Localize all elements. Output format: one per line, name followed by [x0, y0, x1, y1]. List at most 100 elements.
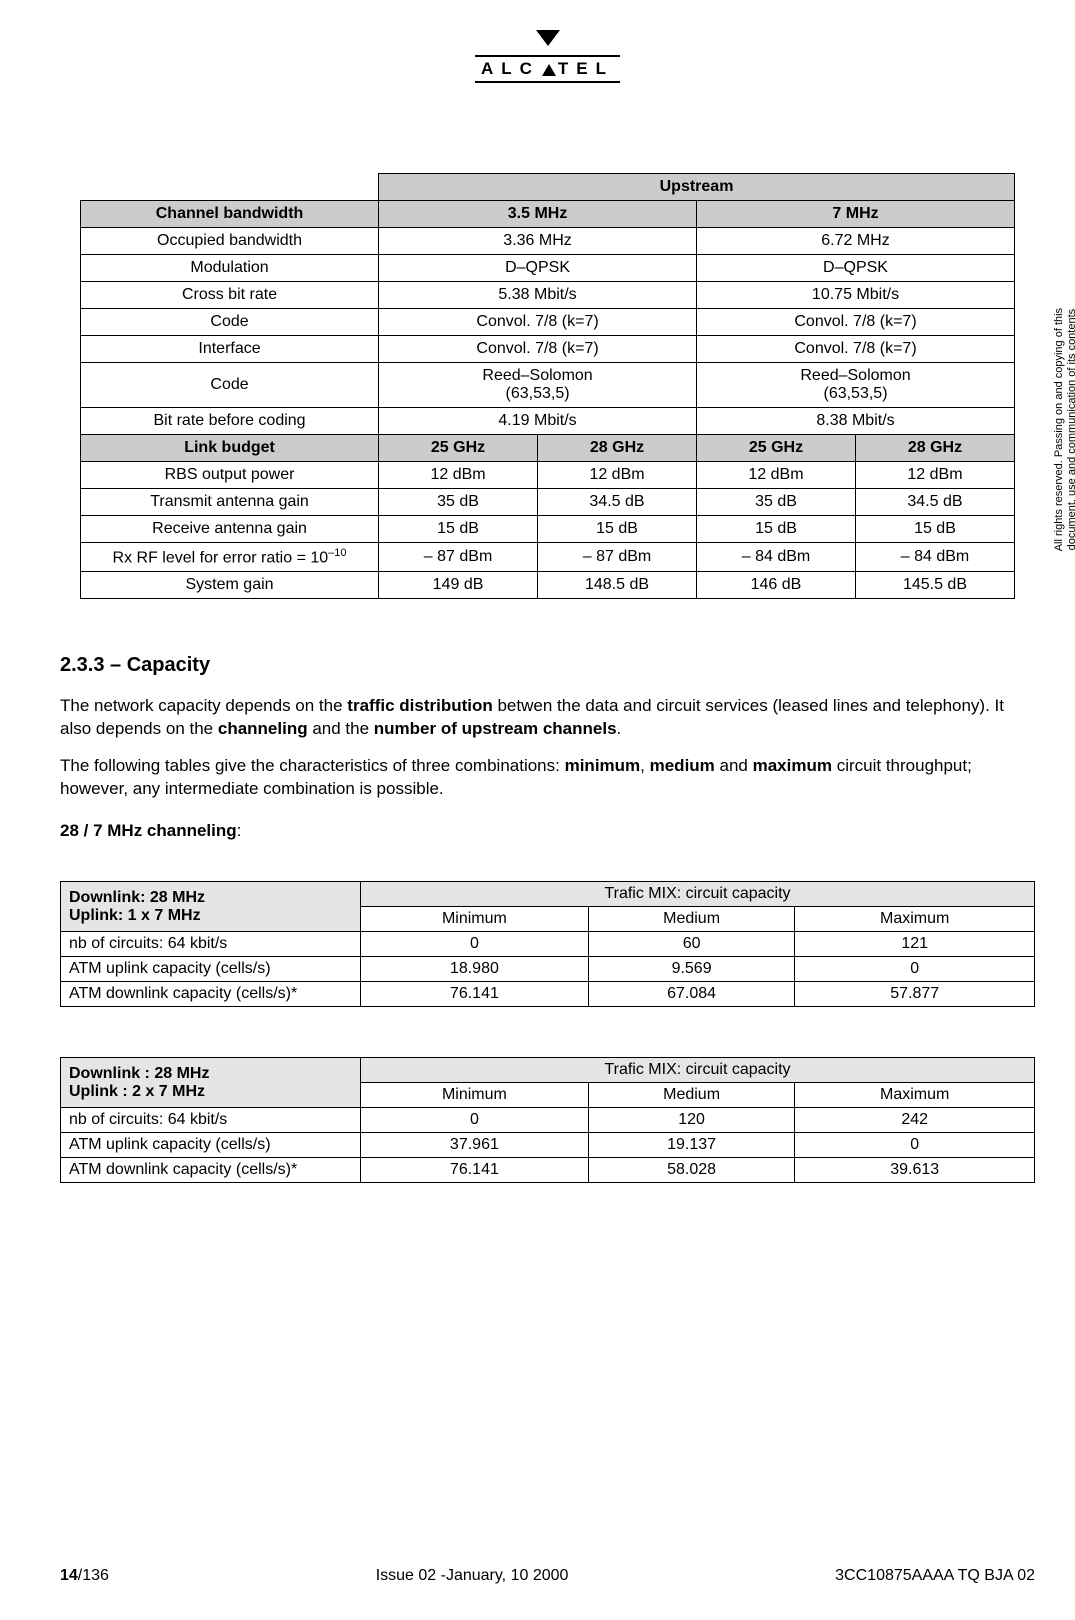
cell: 25 GHz	[379, 435, 538, 462]
row-label: ATM uplink capacity (cells/s)	[61, 957, 361, 982]
cell: 12 dBm	[538, 462, 697, 489]
row-label: Receive antenna gain	[81, 516, 379, 543]
cell: – 87 dBm	[538, 543, 697, 572]
cell: 120	[588, 1108, 795, 1133]
cell: Convol. 7/8 (k=7)	[379, 309, 697, 336]
cell: Minimum	[361, 907, 589, 932]
cap-mix-header: Trafic MIX: circuit capacity	[361, 882, 1035, 907]
cell: 0	[361, 1108, 589, 1133]
row-label: ATM uplink capacity (cells/s)	[61, 1133, 361, 1158]
cell: Minimum	[361, 1083, 589, 1108]
cell: 60	[588, 932, 795, 957]
cell: 19.137	[588, 1133, 795, 1158]
cell: 39.613	[795, 1158, 1035, 1183]
row-label: Cross bit rate	[81, 282, 379, 309]
cell: 34.5 dB	[855, 489, 1014, 516]
cell: – 84 dBm	[697, 543, 856, 572]
cell: Maximum	[795, 907, 1035, 932]
row-label: Bit rate before coding	[81, 408, 379, 435]
cell: 12 dBm	[855, 462, 1014, 489]
cell: Reed–Solomon(63,53,5)	[697, 363, 1015, 408]
row-label: Rx RF level for error ratio = 10–10	[81, 543, 379, 572]
cell: 146 dB	[697, 572, 856, 599]
rights-notice: All rights reserved. Passing on and copy…	[1053, 290, 1075, 569]
cell: 145.5 dB	[855, 572, 1014, 599]
cell: – 87 dBm	[379, 543, 538, 572]
capacity-table-1: Downlink: 28 MHzUplink: 1 x 7 MHz Trafic…	[60, 881, 1035, 1007]
cell: – 84 dBm	[855, 543, 1014, 572]
cell: 35 dB	[379, 489, 538, 516]
cell: 28 GHz	[538, 435, 697, 462]
cap-mix-header: Trafic MIX: circuit capacity	[361, 1058, 1035, 1083]
alcatel-logo: ALC TEL	[60, 30, 1035, 83]
row-label: System gain	[81, 572, 379, 599]
row-label: Channel bandwidth	[81, 201, 379, 228]
cell: 15 dB	[379, 516, 538, 543]
cell: Convol. 7/8 (k=7)	[697, 309, 1015, 336]
body-paragraph: The network capacity depends on the traf…	[60, 695, 1035, 741]
cell: 37.961	[361, 1133, 589, 1158]
doc-id: 3CC10875AAAA TQ BJA 02	[835, 1567, 1035, 1585]
cell: 121	[795, 932, 1035, 957]
cell: 0	[795, 1133, 1035, 1158]
cell: 6.72 MHz	[697, 228, 1015, 255]
cell: D–QPSK	[697, 255, 1015, 282]
cell: 0	[795, 957, 1035, 982]
cell: 15 dB	[538, 516, 697, 543]
cell: 4.19 Mbit/s	[379, 408, 697, 435]
cell: 67.084	[588, 982, 795, 1007]
cell: Reed–Solomon(63,53,5)	[379, 363, 697, 408]
cap-header-left: Downlink: 28 MHzUplink: 1 x 7 MHz	[61, 882, 361, 932]
cell: 9.569	[588, 957, 795, 982]
row-label: nb of circuits: 64 kbit/s	[61, 1108, 361, 1133]
upstream-spec-table: Upstream Channel bandwidth 3.5 MHz 7 MHz…	[80, 173, 1015, 599]
cell: Convol. 7/8 (k=7)	[379, 336, 697, 363]
cell: 3.36 MHz	[379, 228, 697, 255]
cell: 12 dBm	[379, 462, 538, 489]
cell: 76.141	[361, 1158, 589, 1183]
channeling-heading: 28 / 7 MHz channeling:	[60, 821, 1035, 841]
page-footer: 14/136 Issue 02 -January, 10 2000 3CC108…	[60, 1567, 1035, 1585]
cell: 7 MHz	[697, 201, 1015, 228]
rights-line: All rights reserved. Passing on and copy…	[1053, 290, 1066, 569]
logo-text-after: TEL	[558, 59, 614, 78]
logo-text-before: ALC	[481, 59, 540, 78]
row-label: Code	[81, 309, 379, 336]
cell: 148.5 dB	[538, 572, 697, 599]
cell: 0	[361, 932, 589, 957]
cell: D–QPSK	[379, 255, 697, 282]
row-label: Occupied bandwidth	[81, 228, 379, 255]
cell: Medium	[588, 1083, 795, 1108]
row-label: RBS output power	[81, 462, 379, 489]
cap-header-left: Downlink : 28 MHzUplink : 2 x 7 MHz	[61, 1058, 361, 1108]
cell: 76.141	[361, 982, 589, 1007]
cell: 242	[795, 1108, 1035, 1133]
row-label: ATM downlink capacity (cells/s)*	[61, 1158, 361, 1183]
cell: 12 dBm	[697, 462, 856, 489]
row-label: Code	[81, 363, 379, 408]
cell: 149 dB	[379, 572, 538, 599]
cell: Medium	[588, 907, 795, 932]
cell: 35 dB	[697, 489, 856, 516]
capacity-table-2: Downlink : 28 MHzUplink : 2 x 7 MHz Traf…	[60, 1057, 1035, 1183]
cell: Maximum	[795, 1083, 1035, 1108]
upstream-header: Upstream	[379, 174, 1015, 201]
issue-label: Issue 02 -January, 10 2000	[376, 1567, 569, 1585]
cell: 8.38 Mbit/s	[697, 408, 1015, 435]
rights-line: document, use and communication of its c…	[1066, 290, 1075, 569]
cell: 10.75 Mbit/s	[697, 282, 1015, 309]
cell: 15 dB	[855, 516, 1014, 543]
cell: 57.877	[795, 982, 1035, 1007]
row-label: Modulation	[81, 255, 379, 282]
body-paragraph: The following tables give the characteri…	[60, 755, 1035, 801]
cell: 28 GHz	[855, 435, 1014, 462]
cell: 18.980	[361, 957, 589, 982]
row-label: Transmit antenna gain	[81, 489, 379, 516]
logo-triangle-icon	[542, 64, 556, 76]
cell: 15 dB	[697, 516, 856, 543]
row-label: nb of circuits: 64 kbit/s	[61, 932, 361, 957]
page-number: 14/136	[60, 1567, 109, 1585]
cell: 25 GHz	[697, 435, 856, 462]
cell: 58.028	[588, 1158, 795, 1183]
row-label: Interface	[81, 336, 379, 363]
